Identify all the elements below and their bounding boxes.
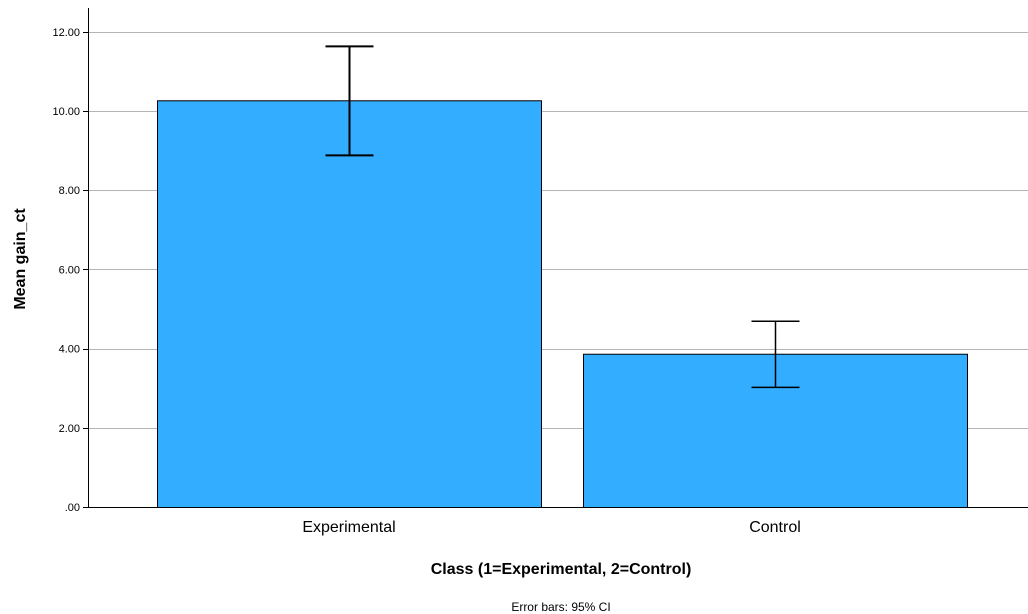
x-axis-title: Class (1=Experimental, 2=Control) xyxy=(431,561,692,578)
error-bars xyxy=(325,45,800,389)
bars xyxy=(157,100,968,509)
bar-experimental xyxy=(157,100,542,509)
y-tick-label: 12.00 xyxy=(52,27,80,39)
error-bars-footnote: Error bars: 95% CI xyxy=(511,600,610,614)
x-tick-label-control: Control xyxy=(749,519,801,536)
error-bar-experimental xyxy=(325,45,374,157)
y-axis-title: Mean gain_ct xyxy=(12,208,29,310)
axes xyxy=(83,8,1028,508)
y-tick-labels: .00 2.00 4.00 6.00 8.00 10.00 12.00 xyxy=(52,27,80,514)
error-bar-control xyxy=(751,320,800,389)
y-tick-label: 4.00 xyxy=(59,344,80,356)
y-tick-label: 6.00 xyxy=(59,264,80,276)
y-tick-label: 10.00 xyxy=(52,106,80,118)
x-tick-labels: Experimental Control xyxy=(302,519,800,536)
y-tick-label: .00 xyxy=(65,502,80,514)
y-tick-label: 2.00 xyxy=(59,423,80,435)
y-tick-label: 8.00 xyxy=(59,185,80,197)
x-tick-label-experimental: Experimental xyxy=(302,519,395,536)
